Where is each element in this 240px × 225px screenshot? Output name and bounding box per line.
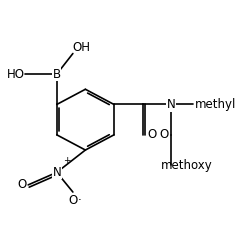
Text: O: O — [17, 178, 26, 191]
Text: ·: · — [77, 194, 81, 207]
Text: B: B — [53, 68, 61, 81]
Text: +: + — [63, 156, 71, 165]
Text: O: O — [159, 128, 168, 141]
Text: N: N — [52, 166, 61, 179]
Text: O: O — [147, 128, 156, 141]
Text: HO: HO — [7, 68, 25, 81]
Text: methoxy: methoxy — [161, 159, 213, 172]
Text: OH: OH — [73, 40, 91, 54]
Text: N: N — [167, 98, 175, 111]
Text: methyl: methyl — [194, 98, 236, 111]
Text: O: O — [68, 194, 78, 207]
